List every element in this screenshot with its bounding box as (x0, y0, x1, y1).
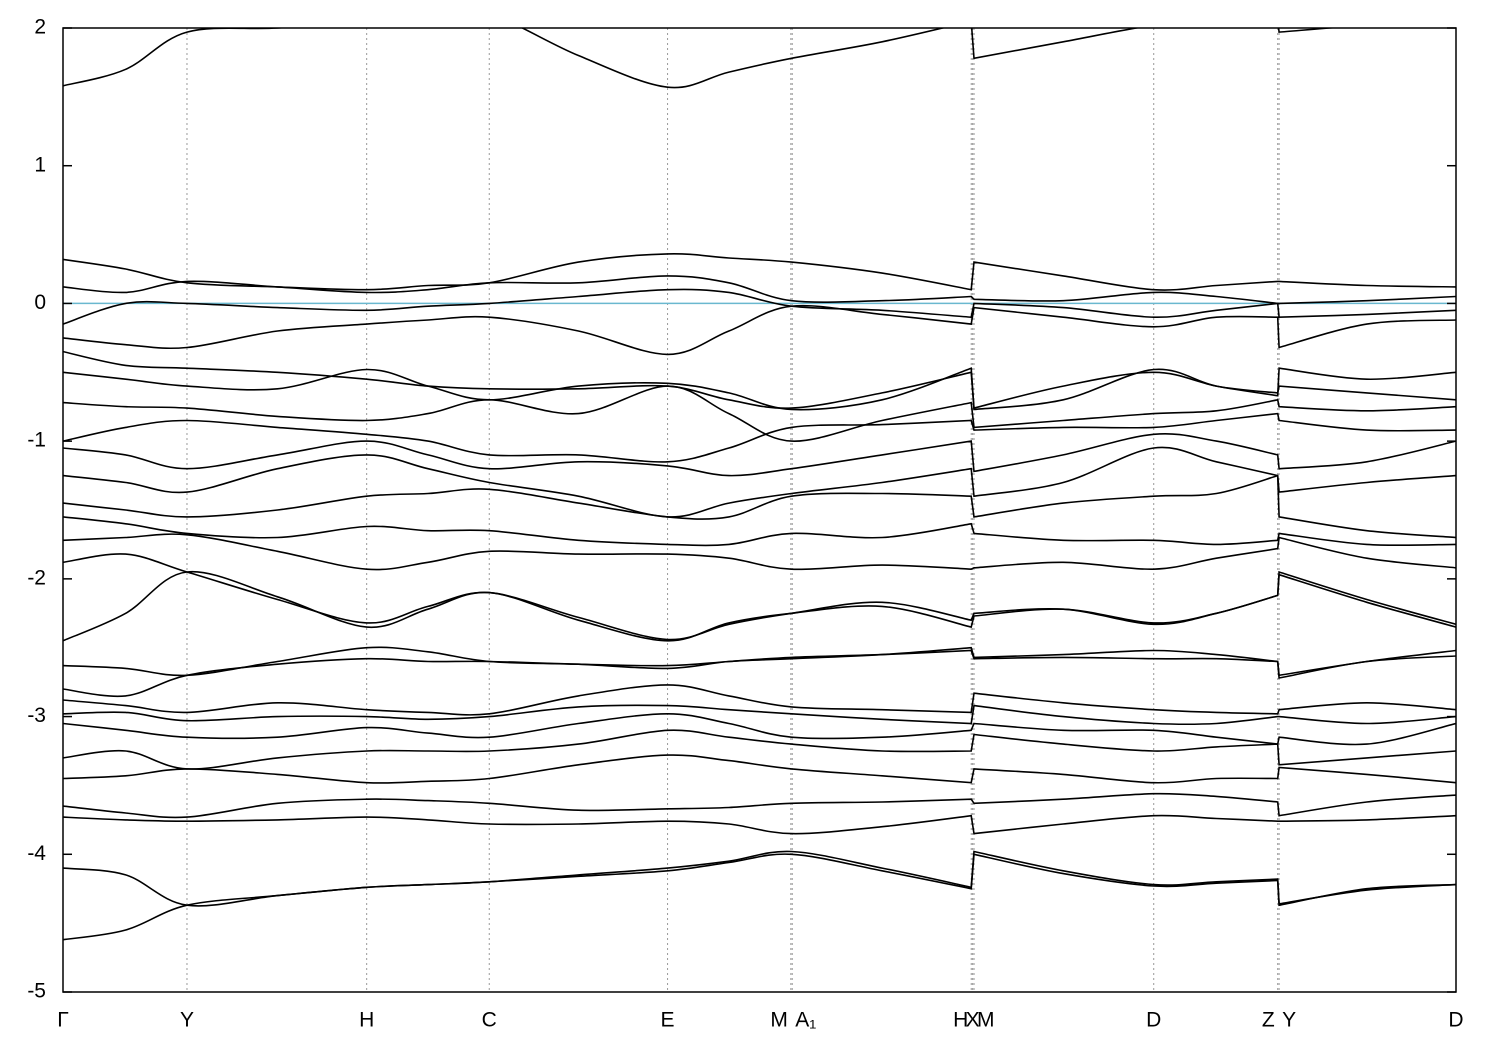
band-line (63, 288, 1456, 325)
band-line (63, 792, 1456, 819)
band-line (63, 646, 1456, 677)
x-tick-label: Z (1262, 1009, 1275, 1032)
band-line (63, 516, 1456, 547)
x-tick-label: Y (1282, 1009, 1296, 1032)
band-line (63, 385, 1456, 442)
x-tick-label: M (770, 1009, 788, 1032)
x-tick-label: H (953, 1009, 968, 1032)
band-line (63, 754, 1456, 784)
x-tick-label: Γ (57, 1009, 69, 1032)
band-line (63, 446, 1456, 518)
x-tick-label: A₁ (795, 1009, 816, 1032)
band-line (63, 28, 1340, 89)
band-line (63, 304, 1456, 356)
x-tick-label: X (966, 1009, 980, 1032)
band-line (63, 412, 1456, 463)
x-tick-label: M (977, 1009, 995, 1032)
y-tick-label: -4 (27, 842, 46, 865)
band-line (63, 704, 1456, 726)
y-tick-label: -5 (27, 980, 46, 1003)
x-tick-label: C (482, 1009, 497, 1032)
band-line (63, 533, 1456, 571)
y-tick-label: 2 (34, 16, 46, 39)
y-tick-label: -3 (27, 704, 46, 727)
band-line (63, 684, 1456, 716)
band-line (63, 729, 1456, 770)
band-line (63, 850, 1456, 907)
x-tick-label: D (1448, 1009, 1463, 1032)
plot-frame (62, 27, 1457, 993)
band-line (63, 712, 1456, 746)
band-line (63, 275, 1456, 305)
band-line (63, 350, 1456, 410)
y-tick-label: -1 (27, 429, 46, 452)
band-line (63, 814, 1456, 835)
band-line (63, 253, 1456, 291)
band-line (63, 853, 1456, 941)
x-tick-label: D (1146, 1009, 1161, 1032)
y-tick-label: 0 (34, 291, 46, 314)
y-tick-label: -2 (27, 566, 46, 589)
y-tick-label: 1 (34, 153, 46, 176)
x-tick-label: H (359, 1009, 374, 1032)
band-line (63, 367, 1456, 411)
x-tick-label: Y (180, 1009, 194, 1032)
x-tick-label: E (661, 1009, 675, 1032)
band-line (63, 474, 1456, 539)
bands-layer (63, 28, 1456, 941)
band-line (63, 433, 1456, 477)
band-line (63, 649, 1456, 698)
band-line (63, 553, 1456, 641)
band-line (63, 570, 1456, 642)
